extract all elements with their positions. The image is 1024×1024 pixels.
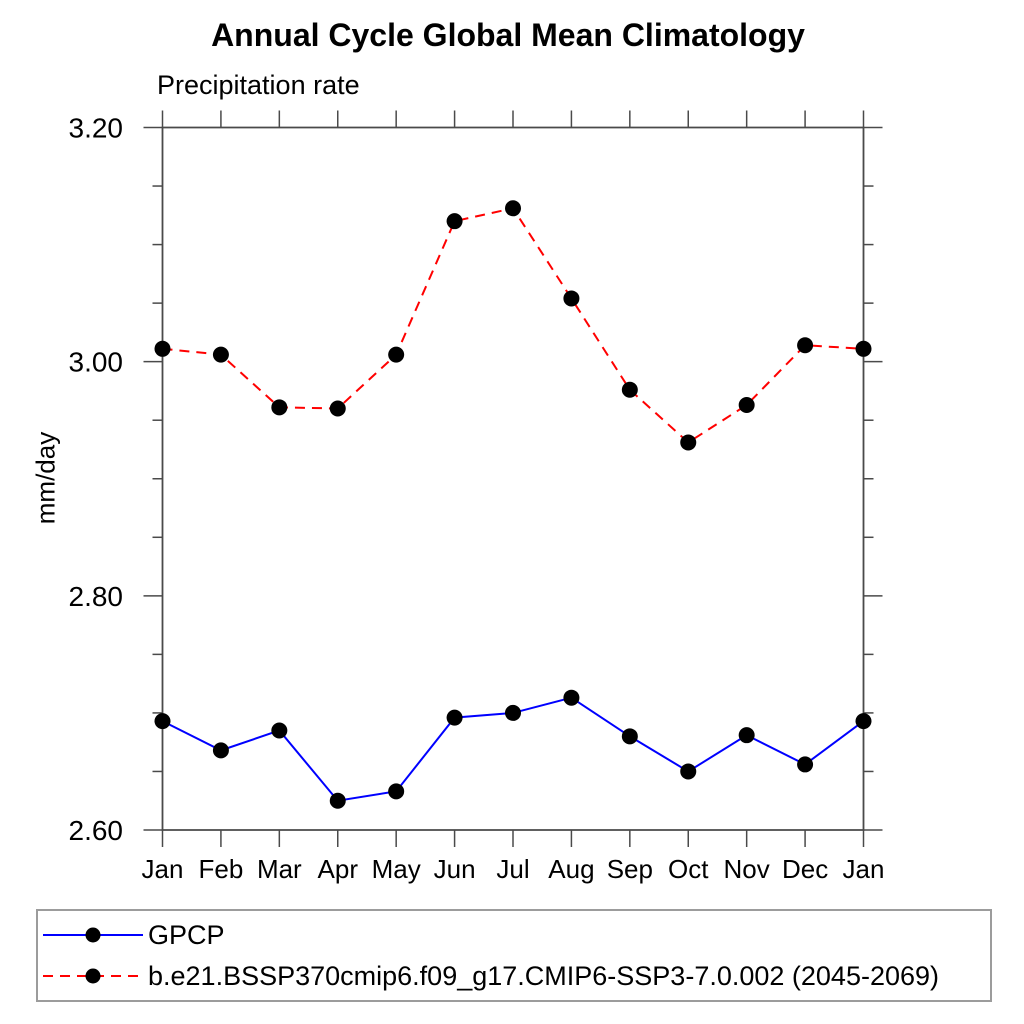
data-point-marker: [154, 340, 171, 357]
x-axis-tick-label: Nov: [724, 854, 770, 884]
data-point-marker: [505, 704, 521, 721]
data-point-marker: [212, 742, 229, 759]
y-axis-tick-label: 2.60: [69, 815, 124, 846]
chart-left-subtitle: Precipitation rate: [157, 70, 360, 100]
data-point-marker: [212, 346, 229, 363]
data-point-marker: [271, 399, 288, 416]
x-axis-tick-label: Jun: [434, 854, 476, 884]
data-point-marker: [680, 763, 697, 780]
data-point-marker: [563, 290, 580, 307]
data-point-marker: [388, 783, 405, 800]
data-point-marker: [329, 792, 346, 809]
data-point-marker: [446, 213, 463, 230]
data-point-marker: [621, 381, 638, 398]
data-point-marker: [797, 337, 814, 354]
x-axis-tick-label: Apr: [318, 854, 359, 884]
data-point-marker: [621, 728, 638, 745]
data-point-marker: [738, 396, 755, 413]
x-axis-tick-label: Aug: [548, 854, 594, 884]
chart-title: Annual Cycle Global Mean Climatology: [211, 17, 805, 53]
y-axis-tick-label: 3.20: [69, 113, 124, 144]
series-line-model: [162, 207, 864, 444]
x-axis-tick-label: Oct: [668, 854, 709, 884]
data-point-marker: [855, 713, 872, 730]
data-point-marker: [329, 400, 346, 417]
x-axis-tick-label: Jul: [496, 854, 529, 884]
legend-item-gpcp: GPCP: [41, 915, 990, 956]
legend-line-sample-solid: [43, 927, 143, 943]
legend-label-model: b.e21.BSSP370cmip6.f09_g17.CMIP6-SSP3-7.…: [148, 960, 940, 991]
legend-line-sample-dashed: [43, 968, 143, 984]
y-axis-tick-label: 2.80: [69, 581, 124, 612]
legend-item-model: b.e21.BSSP370cmip6.f09_g17.CMIP6-SSP3-7.…: [41, 956, 990, 997]
x-axis-tick-label: Mar: [257, 854, 302, 884]
plot-frame: [161, 126, 865, 831]
data-point-marker: [738, 727, 755, 744]
x-axis-tick-label: May: [372, 854, 421, 884]
data-point-marker: [154, 713, 171, 730]
legend-box: GPCP b.e21.BSSP370cmip6.f09_g17.CMIP6-SS…: [36, 909, 992, 1002]
data-point-marker: [563, 689, 580, 706]
x-axis-tick-label: Sep: [607, 854, 653, 884]
data-point-marker: [505, 200, 521, 217]
x-axis-tick-label: Dec: [782, 854, 828, 884]
x-axis-tick-label: Feb: [199, 854, 244, 884]
data-point-marker: [446, 709, 463, 726]
data-point-marker: [271, 722, 288, 739]
data-point-marker: [680, 434, 697, 451]
y-axis-tick-label: 3.00: [69, 347, 124, 378]
legend-label-gpcp: GPCP: [148, 919, 225, 950]
data-point-marker: [388, 346, 405, 363]
x-axis-tick-label: Jan: [142, 854, 184, 884]
data-point-marker: [797, 756, 814, 773]
data-point-marker: [855, 340, 872, 357]
x-axis-tick-label: Jan: [843, 854, 885, 884]
